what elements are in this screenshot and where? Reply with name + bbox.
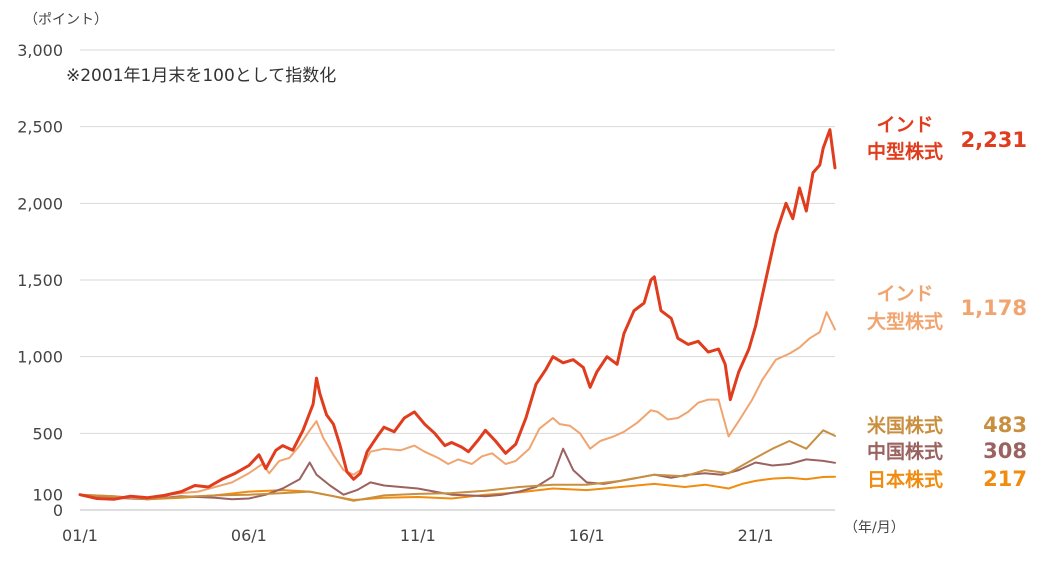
- series-name-label: 米国株式: [867, 414, 943, 437]
- series-end-value: 1,178: [961, 296, 1027, 320]
- series-name-label: 中国株式: [867, 440, 943, 463]
- series-name-label: インド: [876, 114, 933, 136]
- y-tick-label: 500: [32, 424, 63, 443]
- series-name-label: 中型株式: [867, 140, 943, 163]
- series-line: [79, 311, 836, 500]
- y-tick-label: 1,000: [17, 348, 63, 367]
- x-tick-label: 06/1: [231, 526, 267, 545]
- x-axis-unit: （年/月）: [844, 520, 905, 536]
- series-end-value: 217: [983, 467, 1027, 491]
- series-name-label: インド: [876, 283, 933, 305]
- series-end-value: 483: [983, 413, 1027, 437]
- y-axis-unit: （ポイント）: [24, 12, 108, 28]
- y-tick-label: 2,000: [17, 194, 63, 213]
- y-tick-label: 1,500: [17, 271, 63, 290]
- gridlines: [80, 49, 835, 434]
- series-end-value: 308: [983, 439, 1027, 463]
- y-tick-label: 0: [53, 501, 63, 520]
- x-tick-label: 21/1: [738, 526, 774, 545]
- series-line: [78, 128, 837, 501]
- series-lines: [78, 128, 837, 502]
- series-line: [79, 447, 836, 501]
- x-tick-label: 16/1: [569, 526, 605, 545]
- x-tick-label: 01/1: [62, 526, 98, 545]
- series-line: [79, 429, 836, 502]
- y-tick-label: 3,000: [17, 41, 63, 60]
- y-tick-label: 100: [32, 486, 63, 505]
- y-tick-label: 2,500: [17, 118, 63, 137]
- index-note: ※2001年1月末を100として指数化: [66, 66, 336, 86]
- series-name-label: 日本株式: [867, 468, 943, 491]
- series-end-value: 2,231: [961, 128, 1027, 152]
- series-name-label: 大型株式: [867, 310, 943, 333]
- x-tick-label: 11/1: [400, 526, 436, 545]
